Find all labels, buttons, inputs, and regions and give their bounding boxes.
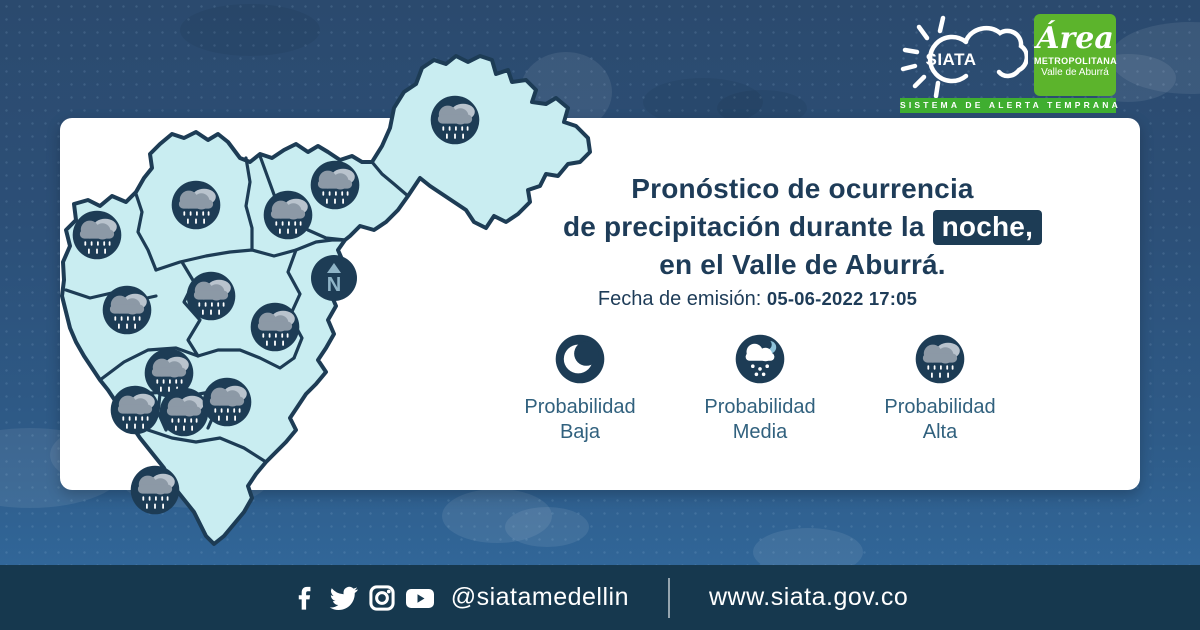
forecast-icon-alta (430, 95, 480, 145)
moon-icon (555, 334, 605, 384)
cloud-heavy-rain-icon (915, 334, 965, 384)
footer-bar: @siatamedellin www.siata.gov.co (0, 565, 1200, 630)
north-compass-icon: N (311, 255, 357, 301)
title-line1: Pronóstico de ocurrencia (631, 173, 974, 204)
emission-datetime: 05-06-2022 17:05 (766, 288, 918, 309)
forecast-icon-alta (159, 387, 209, 437)
forecast-icon-alta (263, 190, 313, 240)
legend-label: Probabilidad Media (704, 396, 816, 443)
forecast-icon-alta (171, 180, 221, 230)
website-link[interactable]: www.siata.gov.co (709, 583, 909, 611)
svg-text:SIATA: SIATA (926, 50, 977, 69)
forecast-icon-alta (72, 210, 122, 260)
title-line2: de precipitación durante la (562, 211, 925, 242)
forecast-icon-alta (130, 465, 180, 515)
title-line3: en el Valle de Aburrá. (659, 249, 946, 280)
cloud-drizzle-moon-icon (735, 334, 785, 384)
legend-item-alta: Probabilidad Alta (850, 332, 1030, 445)
legend-label: Probabilidad Alta (884, 396, 996, 443)
forecast-icon-alta (310, 160, 360, 210)
legend-item-media: Probabilidad Media (670, 332, 850, 445)
area-logo-line2: METROPOLITANA (1034, 56, 1118, 66)
alert-system-banner: SISTEMA DE ALERTA TEMPRANA (900, 98, 1118, 113)
forecast-icon-alta (202, 377, 252, 427)
legend-item-baja: Probabilidad Baja (490, 332, 670, 445)
valle-de-aburra-map: N (60, 54, 592, 546)
youtube-icon[interactable] (405, 585, 435, 611)
area-logo-line3: Valle de Aburrá (1041, 67, 1109, 78)
area-logo-script: Área (1036, 21, 1114, 56)
forecast-title: Pronóstico de ocurrencia de precipitació… (545, 170, 1060, 284)
title-highlight-noche: noche, (932, 210, 1043, 245)
emission-label: Fecha de emisión: (597, 288, 762, 310)
social-handle[interactable]: @siatamedellin (450, 583, 629, 611)
social-icons (292, 583, 435, 613)
forecast-icon-alta (102, 285, 152, 335)
area-metropolitana-logo: Área METROPOLITANA Valle de Aburrá (1034, 14, 1118, 96)
svg-text:N: N (327, 274, 341, 296)
twitter-icon[interactable] (329, 583, 359, 613)
siata-logo: SIATA (900, 15, 1028, 98)
facebook-icon[interactable] (292, 583, 320, 613)
forecast-icon-alta (186, 271, 236, 321)
forecast-icon-alta (250, 302, 300, 352)
instagram-icon[interactable] (368, 584, 396, 612)
footer-divider (668, 577, 670, 618)
legend-label: Probabilidad Baja (524, 396, 636, 443)
emission-date-row: Fecha de emisión: 05-06-2022 17:05 (500, 288, 1015, 311)
forecast-icon-alta (110, 385, 160, 435)
probability-legend: Probabilidad Baja (490, 332, 1030, 445)
